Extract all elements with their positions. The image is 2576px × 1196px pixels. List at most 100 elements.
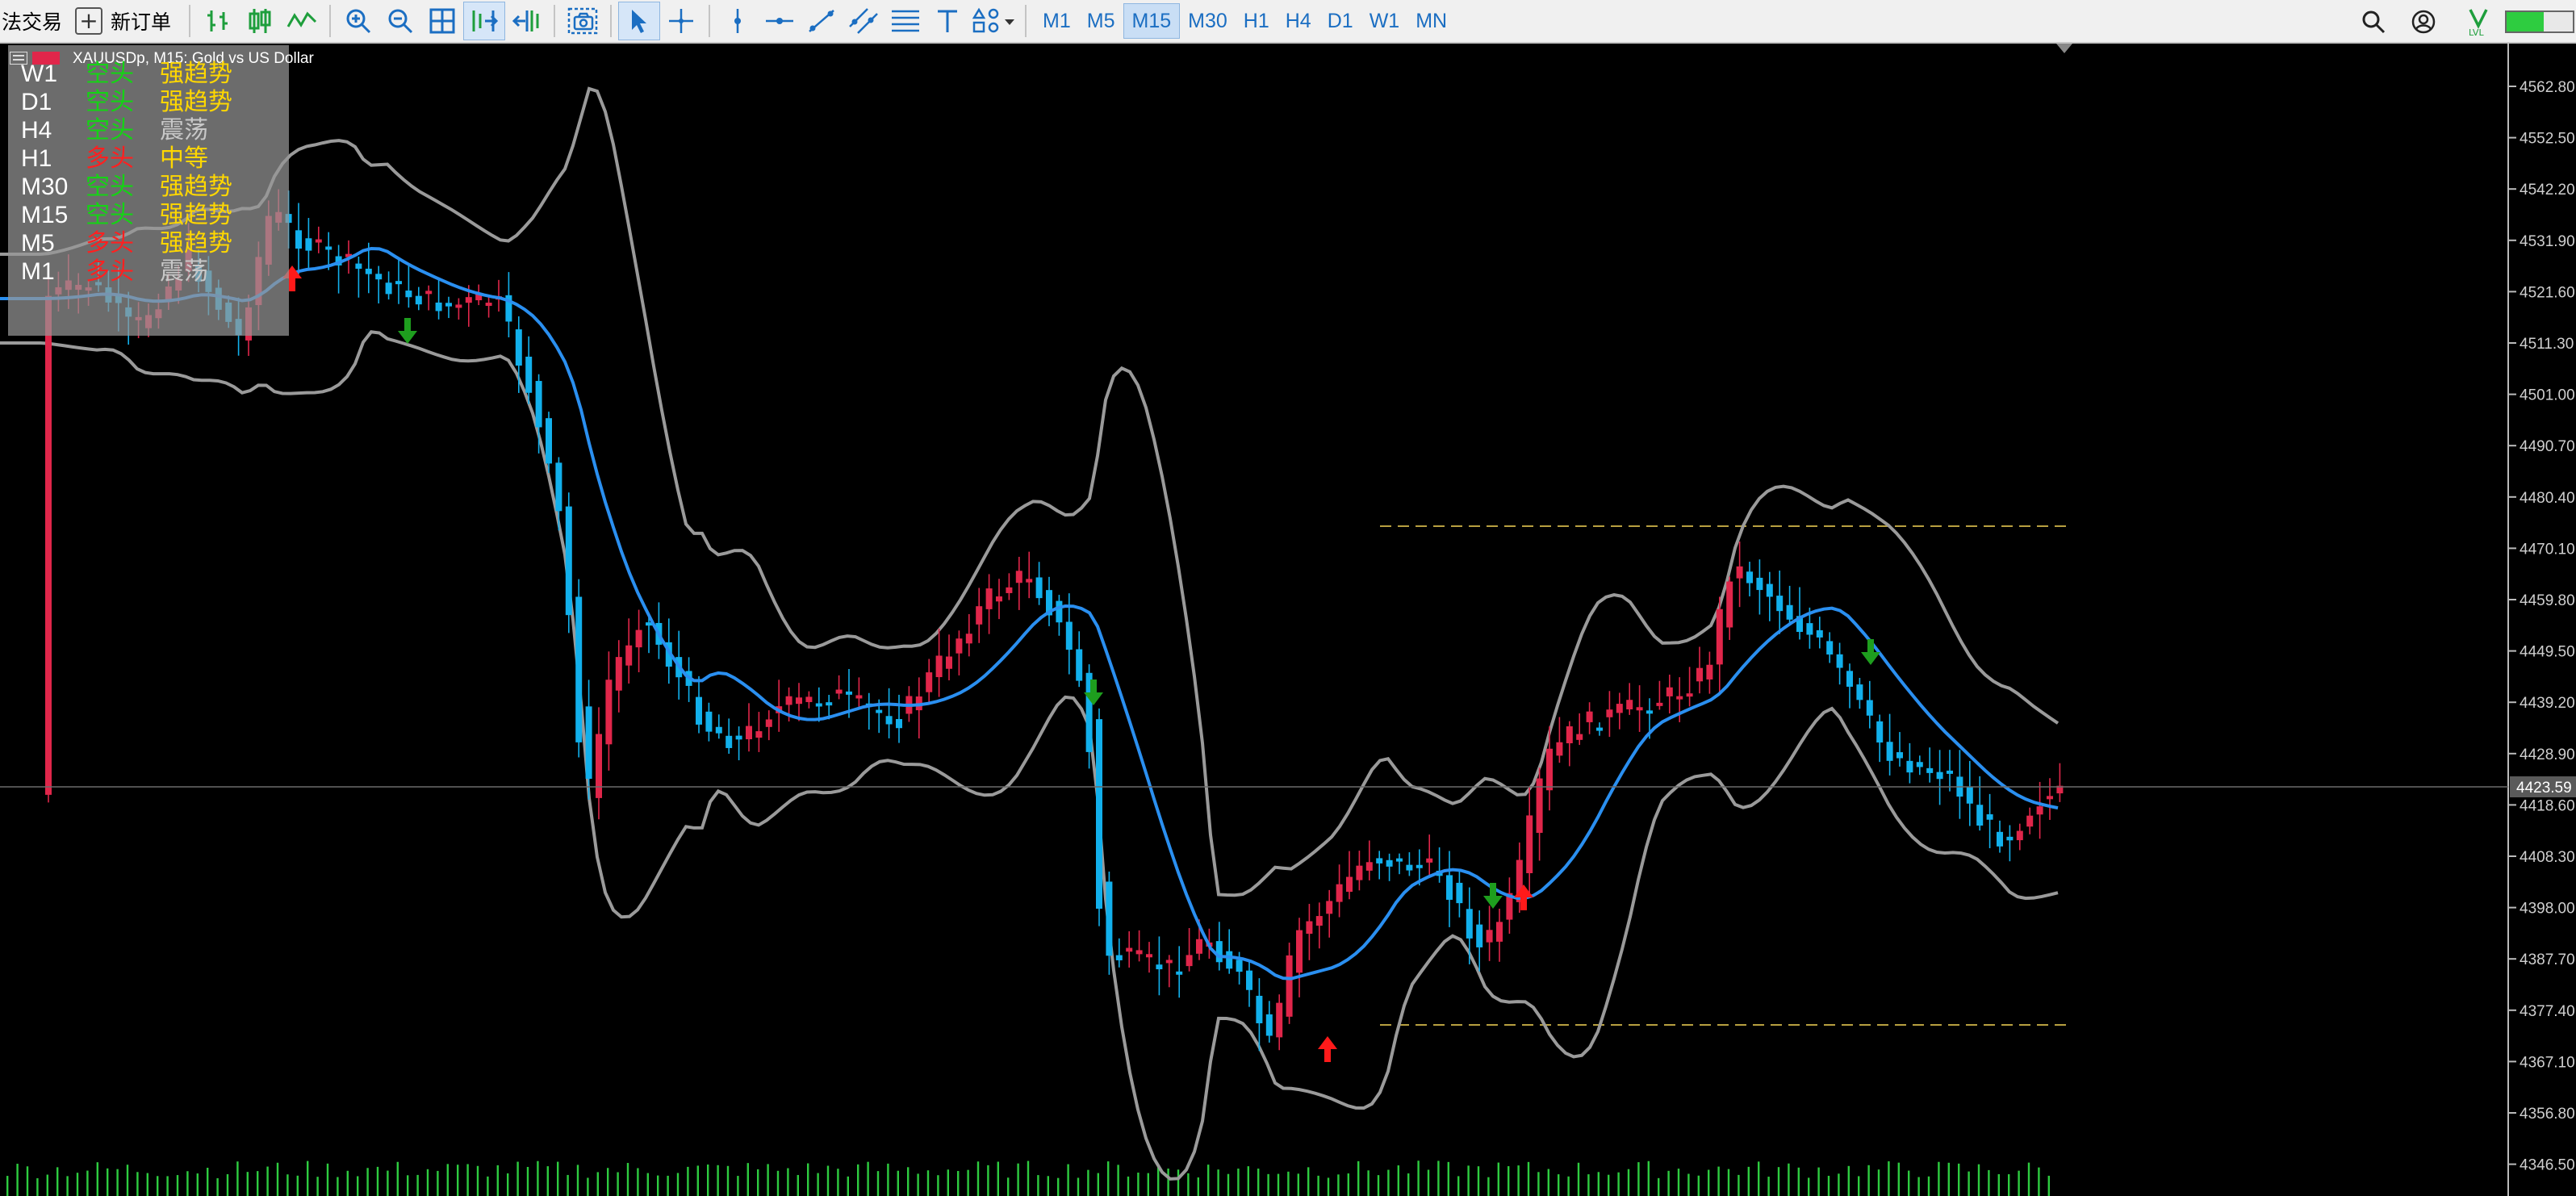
bull-candle (1126, 930, 1133, 968)
tile-windows-icon[interactable] (421, 2, 463, 40)
auto-scroll-icon[interactable] (463, 2, 506, 40)
crosshair-icon[interactable] (660, 2, 702, 40)
trend-direction: 空头 (86, 116, 134, 144)
bull-candle (1576, 713, 1583, 746)
current-price-label: 4423.59 (2516, 780, 2572, 797)
bull-candle (1736, 541, 1743, 608)
bear-candle (1386, 853, 1393, 881)
trendline-icon[interactable] (801, 2, 843, 40)
volume-bar (1487, 1177, 1490, 1196)
timeframe-h1[interactable]: H1 (1243, 9, 1269, 32)
bull-candle (2047, 778, 2053, 820)
bear-candle (1256, 978, 1263, 1052)
volume-bar (1667, 1170, 1670, 1196)
price-chart[interactable]: 4562.80 4552.50 4542.20 4531.90 4521.60 4511.… (0, 44, 2576, 1196)
volume-bar (1587, 1174, 1590, 1196)
volume-bar (457, 1165, 459, 1196)
zoom-out-icon[interactable] (379, 2, 421, 40)
chart-menu-icon[interactable] (10, 52, 27, 65)
bear-candle (535, 374, 542, 454)
volume-bar (1738, 1174, 1740, 1196)
price-tick-label: 4531.90 (2520, 233, 2575, 250)
bear-candle (1456, 870, 1463, 918)
bear-candle (445, 296, 452, 319)
volume-bar (1237, 1169, 1240, 1196)
bull-candle (1286, 943, 1293, 1024)
fibonacci-icon[interactable] (884, 2, 926, 40)
trend-strength: 强趋势 (160, 88, 232, 116)
volume-bar (1888, 1161, 1890, 1196)
volume-bar (907, 1167, 910, 1196)
volume-bar (1927, 1176, 1930, 1196)
volume-bar (1577, 1162, 1580, 1196)
chart-shift-icon[interactable] (505, 2, 547, 40)
cursor-icon[interactable] (618, 2, 661, 40)
line-chart-icon[interactable] (281, 2, 323, 40)
volume-bar (1007, 1177, 1010, 1196)
bull-candle (755, 712, 763, 752)
timeframe-m30[interactable]: M30 (1188, 9, 1227, 32)
timeframe-mn[interactable]: MN (1416, 9, 1448, 32)
bull-candle (2036, 781, 2043, 839)
price-tick-label: 4346.50 (2520, 1157, 2575, 1174)
bull-candle (1686, 667, 1693, 707)
volume-bar (76, 1173, 79, 1196)
timeframe-m1[interactable]: M1 (1043, 9, 1071, 32)
bear-candle (1436, 847, 1443, 883)
volume-bar (1917, 1177, 1920, 1196)
volume-bar (917, 1173, 919, 1196)
trend-direction: 空头 (86, 173, 134, 201)
volume-bar (1117, 1165, 1119, 1196)
chart-window-icon[interactable] (32, 52, 60, 65)
volume-bar (1627, 1169, 1630, 1196)
channel-icon[interactable] (843, 2, 884, 40)
trend-strength: 强趋势 (160, 173, 232, 201)
volume-bar (826, 1165, 830, 1196)
bear-candle (355, 256, 362, 298)
bear-candle (1776, 571, 1784, 634)
shift-marker-icon[interactable] (2056, 44, 2072, 53)
horizontal-line-icon[interactable] (759, 2, 801, 40)
bear-candle (1936, 750, 1943, 805)
timeframe-m5[interactable]: M5 (1086, 9, 1115, 32)
bull-candle (1165, 955, 1173, 988)
toolbar-divider (329, 5, 332, 37)
text-tool-icon[interactable] (926, 2, 968, 40)
volume-bar (1127, 1176, 1130, 1196)
timeframe-m15[interactable]: M15 (1123, 3, 1181, 39)
zoom-in-icon[interactable] (337, 2, 379, 40)
screenshot-icon[interactable] (562, 2, 604, 40)
volume-bar (737, 1176, 739, 1196)
bear-candle (415, 286, 422, 311)
volume-bar (1177, 1169, 1180, 1196)
algo-trading-button[interactable]: 法交易 (0, 2, 70, 40)
volume-bar (997, 1161, 999, 1196)
volume-bar (1207, 1165, 1210, 1196)
volume-bar (1797, 1167, 1800, 1196)
bar-chart-icon[interactable] (197, 2, 239, 40)
price-tick-label: 4521.60 (2520, 284, 2575, 301)
vertical-line-icon[interactable] (717, 2, 759, 40)
volume-bar (557, 1161, 559, 1196)
volume-bar (767, 1164, 769, 1196)
bear-candle (865, 692, 872, 730)
timeframe-d1[interactable]: D1 (1327, 9, 1353, 32)
timeframe-w1[interactable]: W1 (1369, 9, 1400, 32)
search-icon[interactable] (2353, 0, 2394, 44)
candlestick-chart-icon[interactable] (239, 2, 281, 40)
shapes-dropdown[interactable] (968, 2, 1020, 40)
volume-bar (266, 1166, 269, 1196)
new-order-button[interactable]: + 新订单 (70, 2, 182, 40)
timeframe-h4[interactable]: H4 (1285, 9, 1311, 32)
volume-bar (1677, 1169, 1680, 1196)
account-icon[interactable] (2403, 0, 2444, 44)
bull-candle (935, 628, 943, 697)
bear-candle (1406, 852, 1413, 876)
volume-bar (1407, 1173, 1410, 1196)
bull-candle (425, 285, 433, 311)
timeframe-bar: M1 M5 M15 M30 H1 H4 D1 W1 MN (1035, 3, 1455, 39)
volume-bar (967, 1169, 969, 1196)
bull-candle (596, 707, 602, 820)
volume-bar (1227, 1173, 1230, 1196)
volume-bar (56, 1167, 59, 1196)
